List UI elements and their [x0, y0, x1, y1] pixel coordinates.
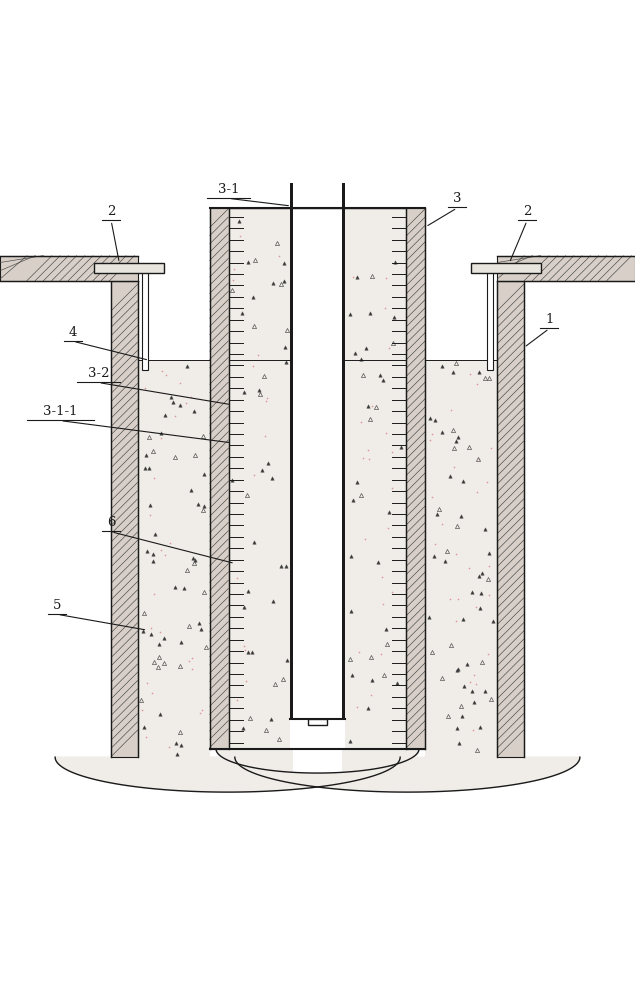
Bar [345, 208, 406, 749]
Bar [229, 208, 290, 749]
Bar [497, 281, 524, 757]
Bar [425, 281, 497, 360]
Text: 3-2: 3-2 [88, 367, 109, 380]
Bar [138, 281, 210, 757]
Bar [290, 208, 345, 719]
Text: 6: 6 [107, 516, 116, 529]
Bar [94, 263, 164, 273]
Bar [487, 268, 493, 370]
Text: 4: 4 [69, 326, 77, 339]
Polygon shape [235, 757, 580, 792]
Text: 2: 2 [107, 205, 116, 218]
Bar [342, 182, 345, 719]
Polygon shape [55, 757, 400, 792]
Bar [138, 281, 210, 360]
Bar [308, 719, 327, 725]
Bar [210, 208, 229, 749]
Bar [142, 268, 148, 370]
Bar [293, 749, 342, 773]
Text: 3-1-1: 3-1-1 [43, 405, 77, 418]
Text: 5: 5 [53, 599, 62, 612]
Text: 2: 2 [523, 205, 531, 218]
Bar [497, 256, 635, 281]
Text: 1: 1 [545, 313, 554, 326]
Bar [0, 256, 138, 281]
Polygon shape [216, 749, 419, 773]
Text: 3-1: 3-1 [218, 183, 239, 196]
Bar [290, 182, 293, 719]
Bar [471, 263, 541, 273]
Text: 3: 3 [453, 192, 462, 205]
Bar [425, 281, 497, 757]
Bar [115, 265, 142, 271]
Bar [406, 208, 425, 749]
Bar [493, 265, 520, 271]
Bar [111, 281, 138, 757]
